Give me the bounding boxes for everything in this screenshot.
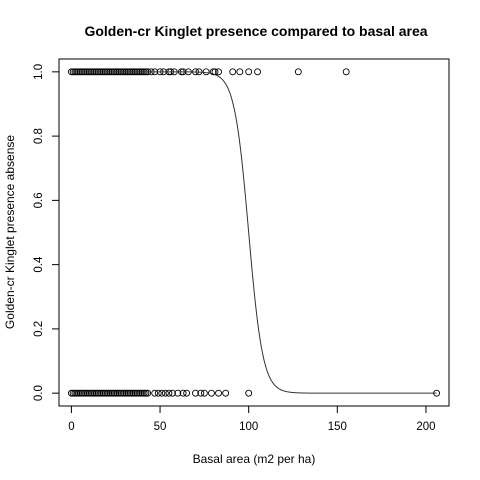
data-point xyxy=(135,389,143,397)
x-tick-label: 0 xyxy=(68,421,74,433)
data-point xyxy=(121,389,129,397)
data-point xyxy=(130,389,137,397)
data-point xyxy=(192,389,199,397)
data-point xyxy=(144,389,152,397)
data-point xyxy=(229,68,237,76)
data-point xyxy=(158,389,166,397)
data-point xyxy=(110,389,118,397)
data-point xyxy=(209,68,217,76)
data-point xyxy=(101,389,109,397)
data-point xyxy=(76,389,84,397)
data-point xyxy=(99,389,107,397)
x-tick-label: 100 xyxy=(239,421,258,433)
data-points xyxy=(67,68,441,397)
data-point xyxy=(105,389,113,397)
data-point xyxy=(169,389,176,397)
data-point xyxy=(92,389,100,397)
y-axis: 0.0 0.2 0.4 0.6 0.8 1.0 xyxy=(33,64,59,401)
y-tick-label: 0.4 xyxy=(33,256,45,273)
y-tick-label: 0.6 xyxy=(33,192,45,208)
data-point xyxy=(71,389,79,397)
data-point xyxy=(85,389,93,397)
data-point xyxy=(91,389,98,397)
data-point xyxy=(215,68,222,76)
x-tick-label: 50 xyxy=(154,421,167,433)
data-point xyxy=(115,389,123,397)
data-point xyxy=(75,389,82,397)
data-point xyxy=(122,389,130,397)
y-tick-label: 0.0 xyxy=(33,385,45,401)
data-point xyxy=(96,389,104,397)
x-tick-label: 200 xyxy=(416,421,435,433)
x-tick-label: 150 xyxy=(328,421,347,433)
data-point xyxy=(94,389,102,397)
data-point xyxy=(138,389,146,397)
data-point xyxy=(103,389,111,397)
data-point xyxy=(131,389,139,397)
data-point xyxy=(179,389,187,397)
data-point xyxy=(87,389,95,397)
data-point xyxy=(208,389,215,397)
plot-frame xyxy=(58,58,450,407)
data-point xyxy=(83,389,91,397)
data-point xyxy=(126,389,134,397)
data-point xyxy=(78,389,86,397)
y-axis-label: Golden-cr Kinglet presence absense xyxy=(3,135,17,329)
data-point xyxy=(154,389,162,397)
data-point xyxy=(80,389,88,397)
data-point xyxy=(89,389,97,397)
x-axis-label: Basal area (m2 per ha) xyxy=(193,452,316,466)
y-tick-label: 0.8 xyxy=(33,128,45,144)
data-point xyxy=(183,389,191,397)
data-point xyxy=(106,389,114,397)
data-point xyxy=(161,389,169,397)
y-tick-label: 1.0 xyxy=(33,64,45,80)
data-point xyxy=(69,389,77,397)
data-point xyxy=(236,68,244,76)
chart-title: Golden-cr Kinglet presence compared to b… xyxy=(84,23,427,39)
logistic-fit-line xyxy=(71,71,437,394)
data-point xyxy=(82,389,90,397)
data-point xyxy=(142,389,150,397)
data-point xyxy=(200,389,208,397)
data-point xyxy=(245,389,253,397)
data-point xyxy=(112,389,120,397)
data-point xyxy=(137,389,144,397)
x-axis: 0 50 100 150 200 xyxy=(68,406,436,433)
data-point xyxy=(73,389,81,397)
data-point xyxy=(117,389,125,397)
data-point xyxy=(294,68,302,76)
data-point xyxy=(245,68,253,76)
data-point xyxy=(98,389,105,397)
data-point xyxy=(140,389,148,397)
data-point xyxy=(108,389,116,397)
data-point xyxy=(151,389,159,397)
data-point xyxy=(222,389,230,397)
data-point xyxy=(67,389,75,397)
data-point xyxy=(342,68,350,76)
data-point xyxy=(133,389,141,397)
y-tick-label: 0.2 xyxy=(33,321,45,337)
data-point xyxy=(165,389,173,397)
data-point xyxy=(114,389,121,397)
data-point xyxy=(128,389,136,397)
data-point xyxy=(174,389,182,397)
data-point xyxy=(202,68,210,76)
data-point xyxy=(119,389,127,397)
data-point xyxy=(124,389,132,397)
data-point xyxy=(215,389,222,397)
data-point xyxy=(197,389,205,397)
data-point xyxy=(254,68,261,76)
